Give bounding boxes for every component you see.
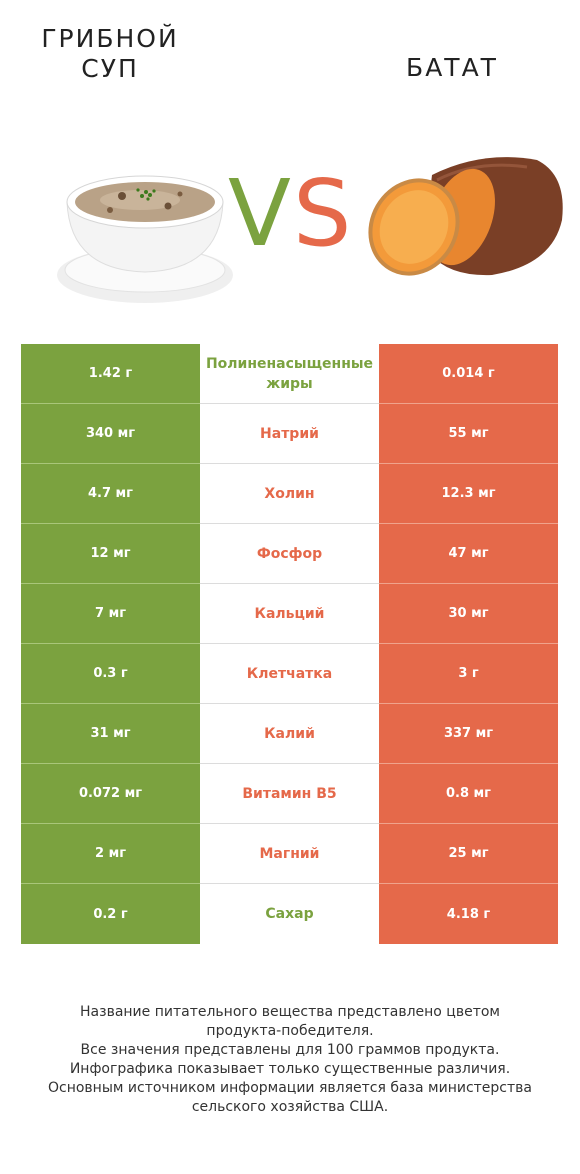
table-row: 1.42 г Полиненасыщенные жиры 0.014 г: [21, 344, 558, 404]
right-value-cell: 0.014 г: [379, 344, 558, 404]
right-value-cell: 55 мг: [379, 404, 558, 464]
footer-note: Название питательного вещества представл…: [20, 1003, 560, 1117]
left-product-title: ГРИБНОЙ СУП: [41, 24, 179, 83]
nutrient-comparison-table: 1.42 г Полиненасыщенные жиры 0.014 г 340 мг…: [21, 344, 558, 944]
mushroom-soup-icon: [57, 175, 233, 303]
footer-line: продукта-победителя.: [206, 1023, 374, 1039]
left-value-cell: 2 мг: [21, 824, 200, 884]
right-value-cell: 25 мг: [379, 824, 558, 884]
footer-line: Все значения представлены для 100 граммо…: [80, 1042, 500, 1058]
footer-line: Название питательного вещества представл…: [80, 1004, 500, 1020]
left-value-cell: 0.072 мг: [21, 764, 200, 824]
sweet-potato-icon: [368, 157, 563, 276]
left-value-cell: 12 мг: [21, 524, 200, 584]
left-value-cell: 31 мг: [21, 704, 200, 764]
nutrient-name-cell: Полиненасыщенные жиры: [200, 344, 379, 404]
table-row: 12 мг Фосфор 47 мг: [21, 524, 558, 584]
footer-line: Основным источником информации является …: [48, 1080, 532, 1096]
nutrient-name-cell: Калий: [200, 704, 379, 764]
left-value-cell: 4.7 мг: [21, 464, 200, 524]
nutrient-name-cell: Кальций: [200, 584, 379, 644]
right-value-cell: 30 мг: [379, 584, 558, 644]
vs-label: VS: [228, 160, 354, 267]
table-row: 7 мг Кальций 30 мг: [21, 584, 558, 644]
table-row: 0.3 г Клетчатка 3 г: [21, 644, 558, 704]
left-value-cell: 0.2 г: [21, 884, 200, 944]
nutrient-name-cell: Магний: [200, 824, 379, 884]
table-row: 0.2 г Сахар 4.18 г: [21, 884, 558, 944]
footer-line: сельского хозяйства США.: [191, 1099, 389, 1115]
nutrient-name-cell: Фосфор: [200, 524, 379, 584]
left-value-cell: 340 мг: [21, 404, 200, 464]
footer-line: Инфографика показывает только существенн…: [69, 1061, 511, 1077]
nutrient-name-cell: Сахар: [200, 884, 379, 944]
left-value-cell: 0.3 г: [21, 644, 200, 704]
right-value-cell: 337 мг: [379, 704, 558, 764]
right-value-cell: 0.8 мг: [379, 764, 558, 824]
table-row: 31 мг Калий 337 мг: [21, 704, 558, 764]
left-value-cell: 7 мг: [21, 584, 200, 644]
right-product-title: БАТАТ: [406, 53, 498, 82]
table-row: 0.072 мг Витамин B5 0.8 мг: [21, 764, 558, 824]
table-row: 340 мг Натрий 55 мг: [21, 404, 558, 464]
right-value-cell: 3 г: [379, 644, 558, 704]
nutrient-name-cell: Витамин B5: [200, 764, 379, 824]
nutrient-name-cell: Клетчатка: [200, 644, 379, 704]
nutrient-name-cell: Натрий: [200, 404, 379, 464]
nutrient-name-cell: Холин: [200, 464, 379, 524]
left-value-cell: 1.42 г: [21, 344, 200, 404]
right-value-cell: 47 мг: [379, 524, 558, 584]
table-row: 2 мг Магний 25 мг: [21, 824, 558, 884]
right-value-cell: 12.3 мг: [379, 464, 558, 524]
table-row: 4.7 мг Холин 12.3 мг: [21, 464, 558, 524]
right-value-cell: 4.18 г: [379, 884, 558, 944]
